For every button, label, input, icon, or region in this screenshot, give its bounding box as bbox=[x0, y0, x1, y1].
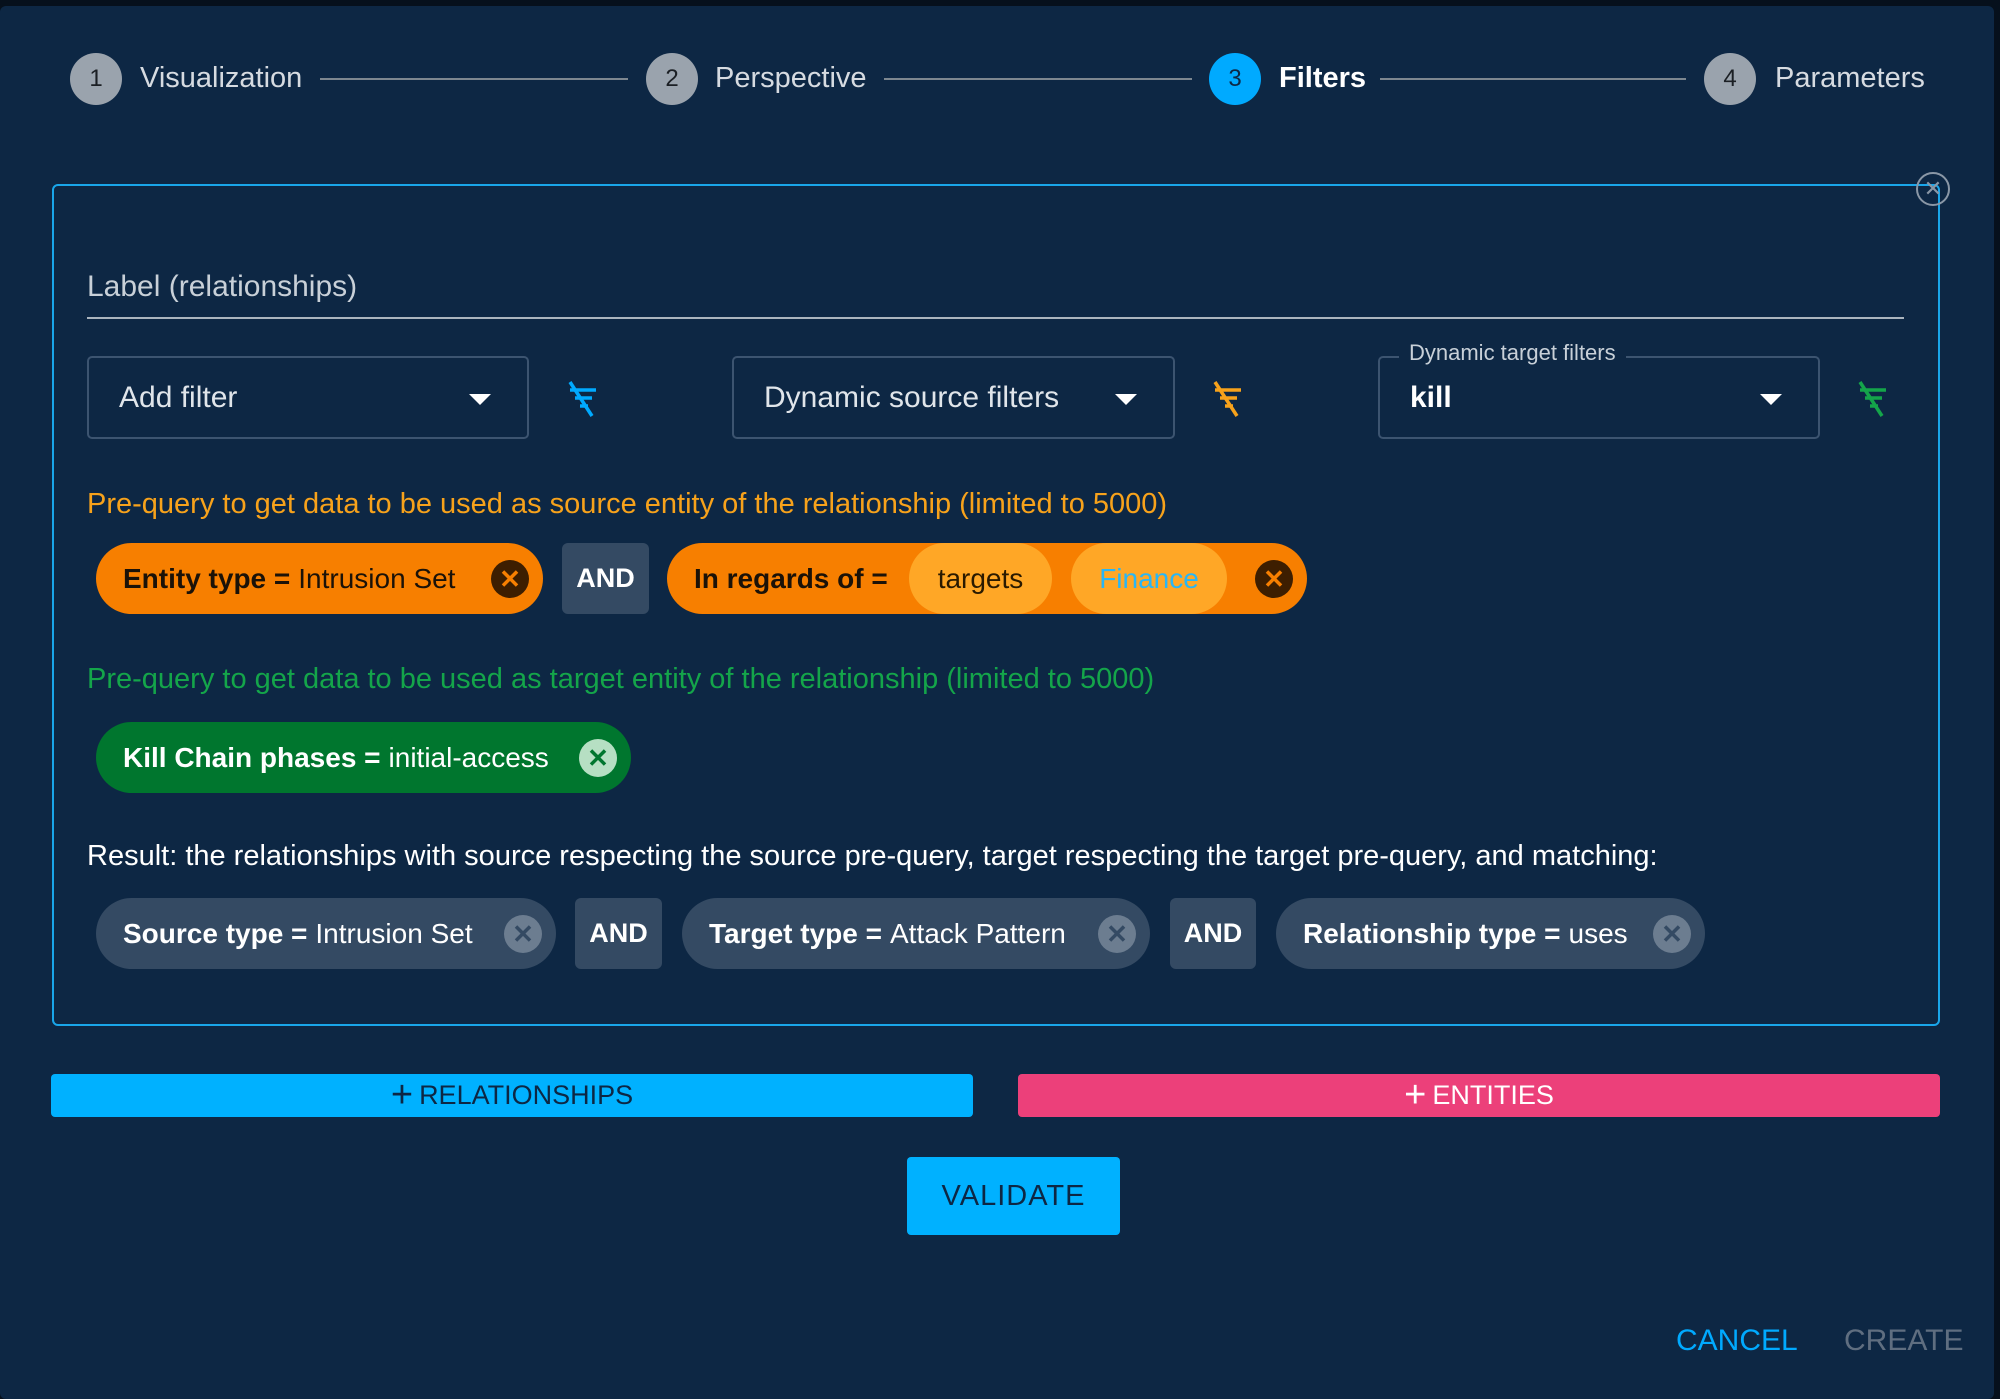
and-operator[interactable]: AND bbox=[562, 543, 649, 614]
step-1-circle[interactable]: 1 bbox=[70, 53, 122, 105]
chevron-down-icon bbox=[1760, 394, 1782, 405]
clear-target-filters-icon[interactable] bbox=[1852, 378, 1892, 418]
remove-icon[interactable]: ✕ bbox=[1653, 915, 1691, 953]
chip-key: Source type = bbox=[123, 917, 308, 949]
plus-icon: + bbox=[1404, 1074, 1427, 1116]
close-icon[interactable]: ✕ bbox=[1916, 172, 1950, 206]
dynamic-target-value: kill bbox=[1410, 380, 1452, 414]
source-prequery-label: Pre-query to get data to be used as sour… bbox=[87, 488, 1168, 520]
create-button[interactable]: CREATE bbox=[1844, 1324, 1964, 1357]
chip-value: Intrusion Set bbox=[315, 917, 473, 949]
step-4-circle[interactable]: 4 bbox=[1704, 53, 1756, 105]
result-chip-relationship-type[interactable]: Relationship type = uses ✕ bbox=[1276, 898, 1705, 969]
step-4-label[interactable]: Parameters bbox=[1775, 62, 1925, 94]
step-2-circle[interactable]: 2 bbox=[646, 53, 698, 105]
chevron-down-icon bbox=[1115, 394, 1137, 405]
chip-key: Entity type = bbox=[123, 562, 291, 594]
remove-icon[interactable]: ✕ bbox=[504, 915, 542, 953]
and-operator[interactable]: AND bbox=[575, 898, 662, 969]
and-operator[interactable]: AND bbox=[1170, 898, 1256, 969]
dynamic-target-filters-label: Dynamic target filters bbox=[1399, 340, 1626, 366]
dynamic-source-label: Dynamic source filters bbox=[764, 380, 1060, 414]
chip-value: Attack Pattern bbox=[889, 917, 1066, 949]
add-filter-label: Add filter bbox=[119, 380, 238, 414]
add-filter-select[interactable]: Add filter bbox=[87, 356, 529, 439]
source-filter-chip-regards-of[interactable]: In regards of = targets Finance ✕ bbox=[667, 543, 1307, 614]
result-chip-source-type[interactable]: Source type = Intrusion Set ✕ bbox=[96, 898, 556, 969]
result-chip-target-type[interactable]: Target type = Attack Pattern ✕ bbox=[682, 898, 1150, 969]
step-connector bbox=[320, 78, 628, 80]
result-description: Result: the relationships with source re… bbox=[87, 840, 1658, 872]
target-prequery-label: Pre-query to get data to be used as targ… bbox=[87, 663, 1155, 695]
step-3-circle[interactable]: 3 bbox=[1209, 53, 1261, 105]
validate-button[interactable]: VALIDATE bbox=[907, 1157, 1120, 1235]
plus-icon: + bbox=[390, 1074, 414, 1116]
chip-key: Kill Chain phases = bbox=[123, 741, 381, 773]
dynamic-source-filters-select[interactable]: Dynamic source filters bbox=[732, 356, 1175, 439]
add-entities-button[interactable]: + ENTITIES bbox=[1018, 1074, 1940, 1117]
source-filter-chip-entity-type[interactable]: Entity type = Intrusion Set ✕ bbox=[96, 543, 543, 614]
chip-key: Target type = bbox=[709, 917, 882, 949]
remove-icon[interactable]: ✕ bbox=[579, 739, 617, 777]
chip-value: uses bbox=[1568, 917, 1628, 949]
step-2-label[interactable]: Perspective bbox=[715, 62, 867, 94]
chip-key: Relationship type = bbox=[1303, 917, 1561, 949]
target-filter-chip-kill-chain[interactable]: Kill Chain phases = initial-access ✕ bbox=[96, 722, 631, 793]
cancel-button[interactable]: CANCEL bbox=[1676, 1324, 1798, 1357]
label-input[interactable]: Label (relationships) bbox=[87, 270, 358, 303]
filters-panel bbox=[52, 184, 1940, 1026]
clear-filters-icon[interactable] bbox=[562, 378, 602, 418]
chip-value-targets: targets bbox=[909, 543, 1052, 614]
add-entities-label: ENTITIES bbox=[1432, 1080, 1554, 1110]
remove-icon[interactable]: ✕ bbox=[491, 560, 529, 598]
chip-value-finance: Finance bbox=[1071, 543, 1227, 614]
add-relationships-button[interactable]: + RELATIONSHIPS bbox=[51, 1074, 973, 1117]
label-input-underline bbox=[87, 317, 1904, 319]
clear-source-filters-icon[interactable] bbox=[1207, 378, 1247, 418]
step-connector bbox=[884, 78, 1192, 80]
chip-value: Intrusion Set bbox=[298, 562, 456, 594]
step-connector bbox=[1380, 78, 1686, 80]
dynamic-target-filters-select[interactable]: kill bbox=[1378, 356, 1820, 439]
chip-value: initial-access bbox=[388, 741, 549, 773]
step-3-label[interactable]: Filters bbox=[1279, 62, 1367, 94]
dialog: 1 Visualization 2 Perspective 3 Filters … bbox=[0, 6, 1994, 1399]
add-relationships-label: RELATIONSHIPS bbox=[419, 1080, 634, 1110]
step-1-label[interactable]: Visualization bbox=[140, 62, 303, 94]
chip-key: In regards of = bbox=[694, 562, 888, 594]
remove-icon[interactable]: ✕ bbox=[1255, 560, 1293, 598]
chevron-down-icon bbox=[469, 394, 491, 405]
remove-icon[interactable]: ✕ bbox=[1098, 915, 1136, 953]
